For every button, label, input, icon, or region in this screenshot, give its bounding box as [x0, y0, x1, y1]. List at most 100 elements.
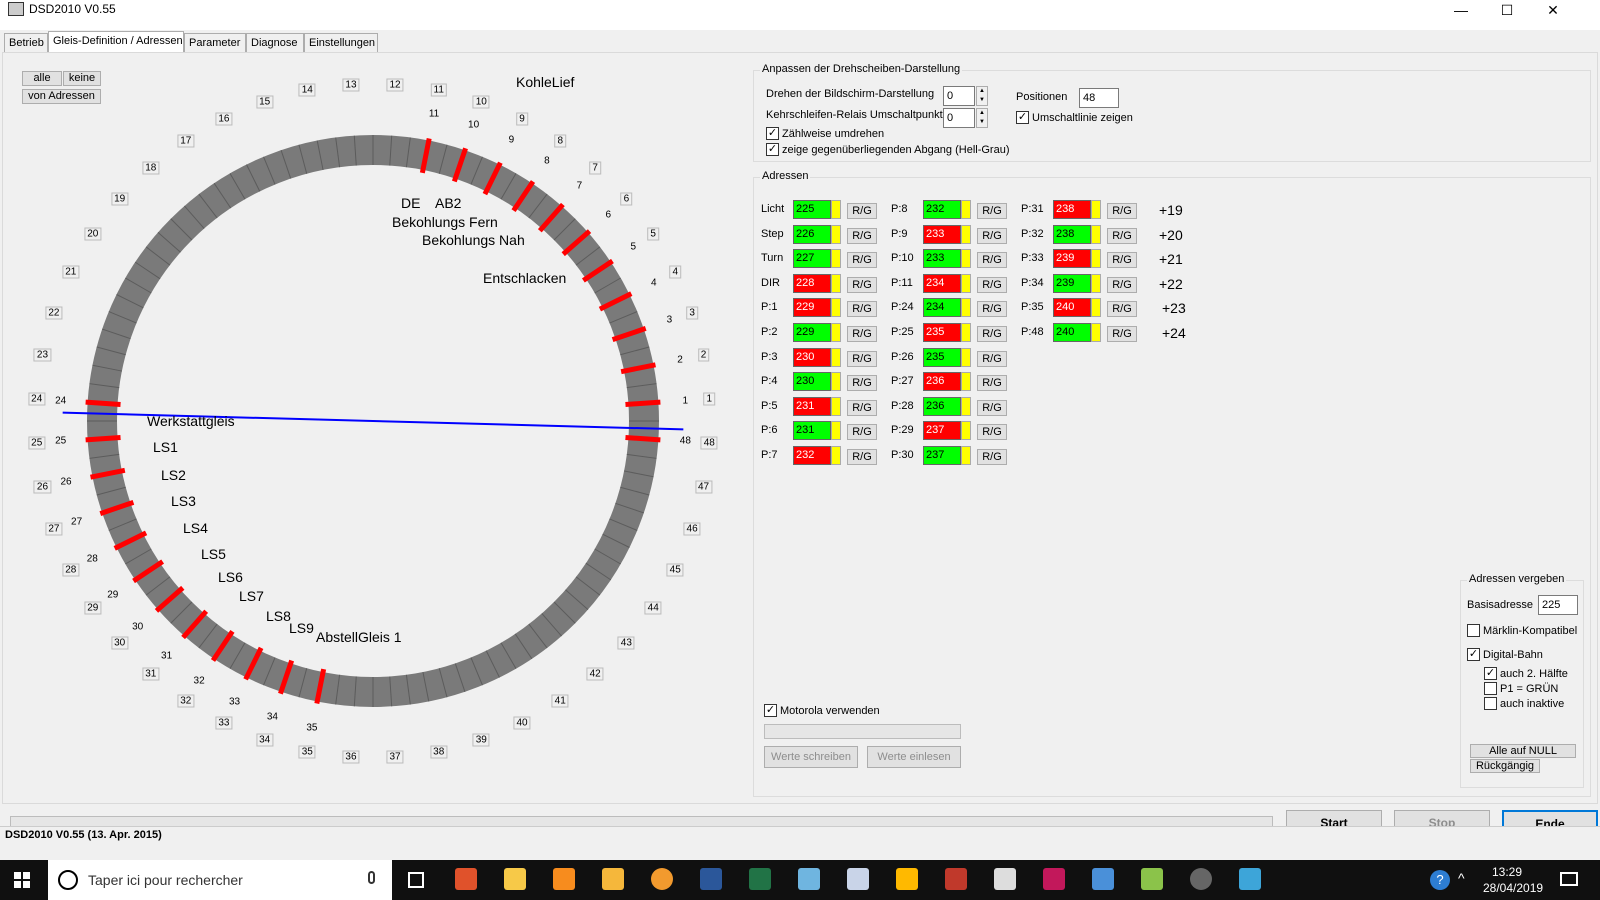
media-player-icon[interactable]: [896, 868, 918, 890]
app-icon-document[interactable]: [847, 868, 869, 890]
rg-toggle-button[interactable]: R/G: [1107, 203, 1137, 219]
tab-gleis-definition[interactable]: Gleis-Definition / Adressen: [48, 31, 184, 52]
tab-betrieb[interactable]: Betrieb: [4, 33, 48, 52]
app-icon-green[interactable]: [1141, 868, 1163, 890]
position-box[interactable]: 30: [111, 636, 129, 650]
track-stub-6[interactable]: [561, 229, 592, 257]
position-box[interactable]: 7: [589, 161, 601, 175]
rg-toggle-button[interactable]: R/G: [1107, 252, 1137, 269]
address-value-field[interactable]: 239: [1053, 249, 1091, 269]
all-null-button[interactable]: Alle auf NULL: [1470, 744, 1576, 758]
calculator-icon[interactable]: [994, 868, 1016, 890]
track-stub-11[interactable]: [419, 138, 432, 174]
position-box[interactable]: 10: [472, 95, 490, 109]
position-box[interactable]: 48: [700, 436, 718, 450]
task-view-icon[interactable]: [408, 872, 424, 888]
position-box[interactable]: 27: [45, 522, 63, 536]
address-value-field[interactable]: 227: [793, 249, 831, 269]
chevron-up-icon[interactable]: ^: [1458, 870, 1465, 886]
select-all-button[interactable]: alle: [22, 71, 62, 86]
undo-button[interactable]: Rückgängig: [1470, 759, 1540, 773]
rotate-spinner[interactable]: ▲ ▼: [976, 86, 988, 106]
track-stub-1[interactable]: [625, 399, 661, 407]
address-value-field[interactable]: 234: [923, 298, 961, 318]
rg-toggle-button[interactable]: R/G: [847, 424, 877, 441]
position-box[interactable]: 2: [697, 348, 710, 362]
rg-toggle-button[interactable]: R/G: [977, 276, 1007, 293]
rg-toggle-button[interactable]: R/G: [977, 399, 1007, 416]
address-value-field[interactable]: 236: [923, 372, 961, 392]
rg-toggle-button[interactable]: R/G: [977, 375, 1007, 392]
track-stub-25[interactable]: [85, 435, 121, 443]
read-values-button[interactable]: Werte einlesen: [867, 746, 961, 768]
rg-toggle-button[interactable]: R/G: [977, 424, 1007, 441]
position-box[interactable]: 23: [33, 348, 52, 362]
position-box[interactable]: 21: [62, 265, 80, 279]
track-stub-31[interactable]: [181, 609, 209, 640]
p1-green-checkbox[interactable]: P1 = GRÜN: [1484, 682, 1558, 695]
position-box[interactable]: 12: [386, 78, 404, 92]
app-icon-magenta[interactable]: [1043, 868, 1065, 890]
rg-toggle-button[interactable]: R/G: [847, 301, 877, 318]
rg-toggle-button[interactable]: R/G: [847, 449, 877, 465]
position-box[interactable]: 5: [647, 227, 659, 241]
track-stub-5[interactable]: [581, 258, 614, 283]
rg-toggle-button[interactable]: R/G: [847, 399, 877, 416]
address-value-field[interactable]: 230: [793, 372, 831, 392]
rg-toggle-button[interactable]: R/G: [977, 227, 1007, 244]
position-box[interactable]: 42: [586, 667, 604, 681]
track-stub-48[interactable]: [625, 435, 661, 443]
position-box[interactable]: 24: [28, 392, 46, 406]
position-box[interactable]: 41: [551, 694, 569, 708]
track-stub-29[interactable]: [132, 559, 165, 584]
address-value-field[interactable]: 236: [923, 396, 961, 416]
vlc-icon[interactable]: [553, 868, 575, 890]
app-icon-red[interactable]: [945, 868, 967, 890]
address-value-field[interactable]: 233: [923, 249, 961, 269]
mail-app-icon[interactable]: [602, 868, 624, 890]
taskbar-search[interactable]: Taper ici pour rechercher: [48, 860, 392, 900]
track-stub-35[interactable]: [314, 668, 327, 704]
track-stub-34[interactable]: [278, 659, 295, 695]
address-value-field[interactable]: 240: [1053, 323, 1091, 342]
rg-toggle-button[interactable]: R/G: [977, 301, 1007, 318]
rg-toggle-button[interactable]: R/G: [977, 350, 1007, 367]
track-stub-7[interactable]: [537, 202, 565, 233]
position-box[interactable]: 43: [617, 636, 635, 650]
rg-toggle-button[interactable]: R/G: [847, 227, 877, 244]
position-box[interactable]: 3: [686, 306, 698, 320]
rg-toggle-button[interactable]: R/G: [977, 252, 1007, 269]
track-stub-26[interactable]: [90, 467, 126, 480]
tab-diagnose[interactable]: Diagnose: [246, 33, 304, 52]
position-box[interactable]: 17: [177, 134, 195, 148]
motorola-checkbox[interactable]: ✓ Motorola verwenden: [764, 704, 880, 717]
position-box[interactable]: 40: [513, 716, 531, 730]
address-value-field[interactable]: 239: [1053, 273, 1091, 293]
rg-toggle-button[interactable]: R/G: [977, 326, 1007, 342]
address-value-field[interactable]: 233: [923, 224, 961, 244]
position-box[interactable]: 46: [683, 522, 701, 536]
position-box[interactable]: 25: [28, 436, 46, 450]
address-value-field[interactable]: 226: [793, 224, 831, 244]
track-stub-8[interactable]: [511, 180, 536, 213]
windows-start-icon[interactable]: [14, 872, 30, 888]
rg-toggle-button[interactable]: R/G: [1107, 227, 1137, 244]
position-box[interactable]: 4: [669, 265, 682, 279]
relay-input[interactable]: 0: [943, 108, 975, 128]
excel-icon[interactable]: [749, 868, 771, 890]
positions-input[interactable]: 48: [1079, 88, 1119, 108]
file-explorer-icon[interactable]: [504, 868, 526, 890]
track-stub-2[interactable]: [620, 362, 656, 375]
track-stub-10[interactable]: [451, 147, 468, 183]
clock-date[interactable]: 28/04/2019: [1483, 881, 1544, 895]
position-box[interactable]: 1: [703, 392, 716, 406]
position-box[interactable]: 8: [554, 134, 566, 148]
address-value-field[interactable]: 238: [1053, 200, 1091, 219]
turntable-diagram[interactable]: [3, 53, 751, 805]
base-address-input[interactable]: 225: [1538, 595, 1578, 615]
position-box[interactable]: 20: [84, 227, 102, 241]
position-box[interactable]: 39: [472, 733, 490, 747]
opposite-checkbox[interactable]: ✓ zeige gegenüberliegenden Abgang (Hell-G…: [766, 143, 1010, 156]
minimize-button[interactable]: —: [1454, 2, 1468, 18]
rg-toggle-button[interactable]: R/G: [847, 276, 877, 293]
